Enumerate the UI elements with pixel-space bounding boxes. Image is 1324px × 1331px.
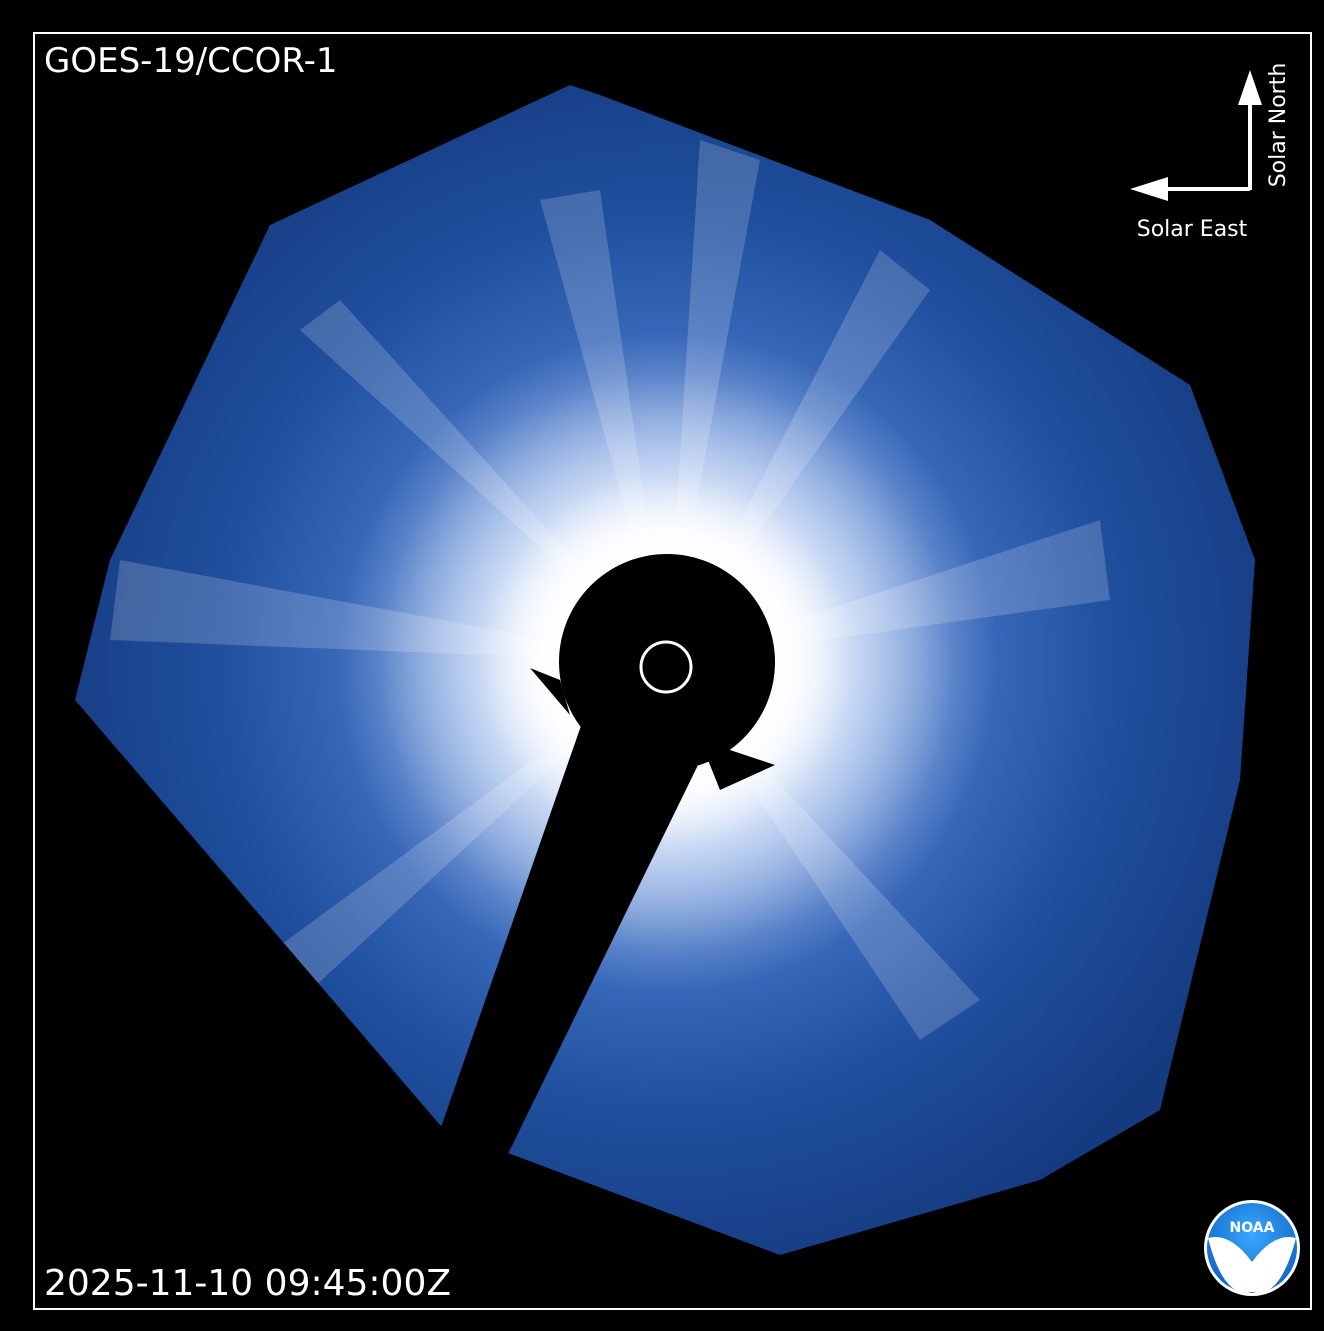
east-arrowhead — [1130, 177, 1168, 201]
orientation-indicator: Solar North Solar East — [1130, 63, 1291, 242]
north-label: Solar North — [1266, 63, 1291, 188]
noaa-logo: NOAA — [1204, 1200, 1300, 1296]
pylon-fin — [530, 668, 570, 715]
frame — [33, 32, 1312, 1310]
east-label: Solar East — [1137, 217, 1248, 242]
occulter-pylon — [440, 700, 720, 1160]
logo-gull — [1208, 1237, 1296, 1293]
north-arrowhead — [1238, 70, 1262, 105]
instrument-title: GOES-19/CCOR-1 — [44, 41, 338, 81]
logo-text: NOAA — [1230, 1220, 1275, 1236]
sun-outline — [639, 640, 693, 694]
timestamp: 2025-11-10 09:45:00Z — [44, 1263, 451, 1304]
occulter-disk — [559, 554, 775, 770]
